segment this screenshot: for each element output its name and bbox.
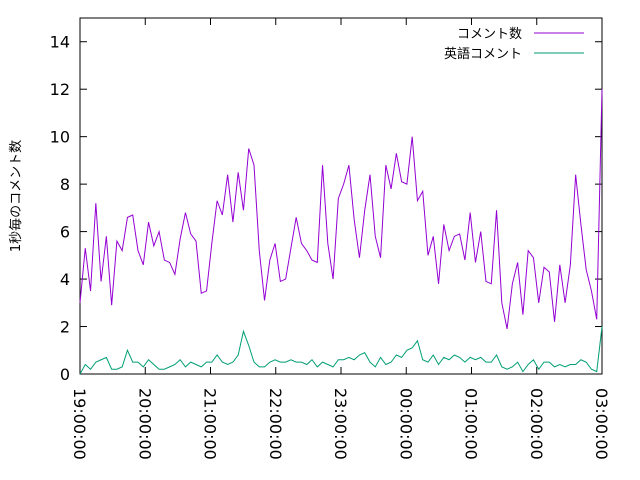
- x-tick-label: 02:00:00: [527, 388, 546, 460]
- y-axis-label: 1秒毎のコメント数: [8, 140, 24, 252]
- series-line-2: [79, 326, 603, 375]
- y-tick-label: 6: [60, 223, 70, 242]
- x-tick-label: 03:00:00: [592, 388, 611, 460]
- x-tick-label: 20:00:00: [135, 388, 154, 460]
- legend-label-1: コメント数: [457, 27, 522, 42]
- y-tick-label: 4: [60, 270, 70, 289]
- x-tick-label: 00:00:00: [396, 388, 415, 460]
- x-tick-label: 19:00:00: [70, 388, 89, 460]
- y-tick-label: 10: [50, 128, 70, 147]
- y-tick-label: 14: [50, 33, 70, 52]
- x-tick-label: 01:00:00: [462, 388, 481, 460]
- y-tick-label: 8: [60, 175, 70, 194]
- x-tick-label: 21:00:00: [201, 388, 220, 460]
- y-tick-label: 2: [60, 318, 70, 337]
- x-tick-label: 23:00:00: [331, 388, 350, 460]
- y-tick-label: 0: [60, 365, 70, 384]
- plot-frame: [79, 17, 603, 375]
- series-line-1: [79, 89, 603, 330]
- y-tick-label: 12: [50, 80, 70, 99]
- series-lines: [79, 89, 603, 375]
- legend-label-2: 英語コメント: [444, 46, 522, 62]
- x-axis: 19:00:00 20:00:00 21:00:00 22:00:00 23:00:00…: [70, 18, 611, 460]
- y-axis: 0 2 4 6 8 10 12 14: [50, 33, 602, 384]
- x-tick-label: 22:00:00: [266, 388, 285, 460]
